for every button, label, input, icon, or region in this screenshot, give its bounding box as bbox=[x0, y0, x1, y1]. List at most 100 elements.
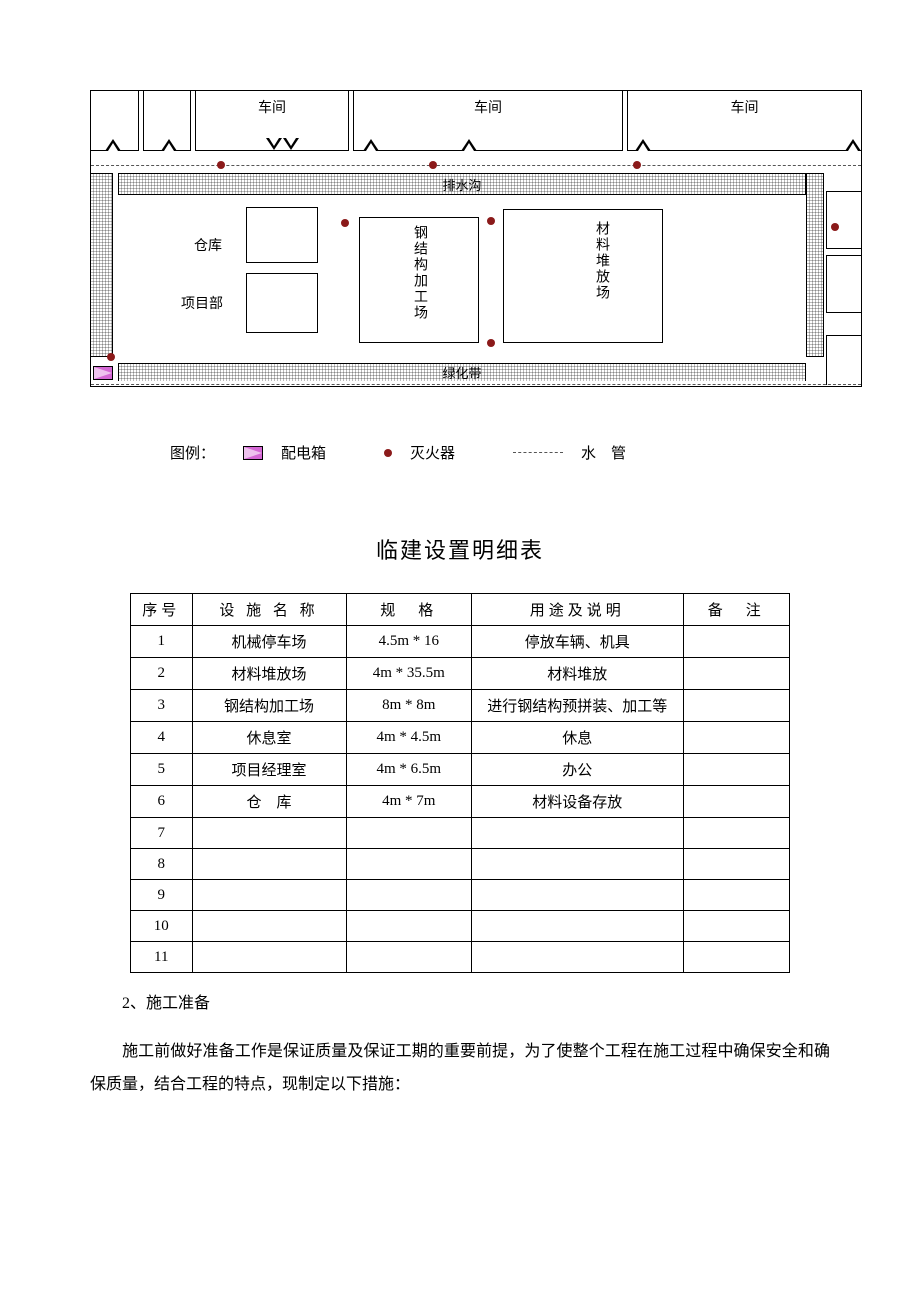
table-cell bbox=[346, 818, 472, 849]
warehouse-box bbox=[246, 207, 318, 263]
table-cell bbox=[683, 754, 789, 786]
side-box-3 bbox=[826, 335, 861, 385]
fire-extinguisher-dot bbox=[831, 223, 839, 231]
material-yard-box bbox=[503, 209, 663, 343]
side-box-1 bbox=[826, 191, 861, 249]
extinguisher-icon bbox=[384, 449, 392, 457]
workshop-box-3: 车间 bbox=[627, 91, 861, 151]
bottom-dash-line bbox=[91, 384, 861, 385]
door-mark bbox=[283, 138, 299, 150]
col-header-spec: 规 格 bbox=[346, 594, 472, 626]
table-cell bbox=[346, 911, 472, 942]
col-header-index: 序号 bbox=[131, 594, 193, 626]
table-cell: 休息室 bbox=[192, 722, 346, 754]
table-cell: 10 bbox=[131, 911, 193, 942]
table-row: 2材料堆放场4m * 35.5m材料堆放 bbox=[131, 658, 790, 690]
legend-title: 图例： bbox=[170, 442, 215, 463]
table-row: 4休息室4m * 4.5m休息 bbox=[131, 722, 790, 754]
col-header-name: 设 施 名 称 bbox=[192, 594, 346, 626]
fire-extinguisher-dot bbox=[487, 339, 495, 347]
table-cell: 6 bbox=[131, 786, 193, 818]
door-mark bbox=[635, 139, 651, 151]
legend-item-extinguisher: 灭火器 bbox=[384, 442, 455, 463]
table-cell: 项目经理室 bbox=[192, 754, 346, 786]
table-title: 临建设置明细表 bbox=[90, 533, 830, 565]
pipe-icon bbox=[513, 452, 563, 453]
table-cell bbox=[472, 849, 683, 880]
table-row: 3钢结构加工场8m * 8m进行钢结构预拼装、加工等 bbox=[131, 690, 790, 722]
table-cell: 进行钢结构预拼装、加工等 bbox=[472, 690, 683, 722]
door-mark bbox=[845, 139, 861, 151]
table-cell bbox=[683, 690, 789, 722]
legend-row: 图例： 配电箱 灭火器 水 管 bbox=[90, 387, 830, 463]
table-cell: 仓 库 bbox=[192, 786, 346, 818]
fire-extinguisher-dot bbox=[487, 217, 495, 225]
fire-extinguisher-dot bbox=[217, 161, 225, 169]
legend-label-1: 配电箱 bbox=[281, 442, 326, 463]
workshop-label-1: 车间 bbox=[258, 97, 286, 117]
powerbox-icon bbox=[243, 446, 263, 460]
hatch-block-left bbox=[91, 173, 113, 357]
workshop-label-3: 车间 bbox=[731, 97, 759, 117]
drain-channel: 排水沟 bbox=[118, 173, 806, 195]
fire-extinguisher-dot bbox=[107, 353, 115, 361]
table-cell: 材料堆放 bbox=[472, 658, 683, 690]
table-cell bbox=[683, 849, 789, 880]
table-cell: 材料设备存放 bbox=[472, 786, 683, 818]
door-mark bbox=[105, 139, 121, 151]
table-cell bbox=[683, 818, 789, 849]
table-cell: 4m * 4.5m bbox=[346, 722, 472, 754]
table-cell bbox=[683, 911, 789, 942]
table-cell bbox=[192, 942, 346, 973]
table-cell: 3 bbox=[131, 690, 193, 722]
legend-item-powerbox: 配电箱 bbox=[243, 442, 326, 463]
green-belt: 绿化带 bbox=[118, 363, 806, 381]
table-cell bbox=[683, 942, 789, 973]
col-header-note: 备 注 bbox=[683, 594, 789, 626]
table-cell: 机械停车场 bbox=[192, 626, 346, 658]
table-cell bbox=[346, 880, 472, 911]
table-cell: 材料堆放场 bbox=[192, 658, 346, 690]
legend-label-2: 灭火器 bbox=[410, 442, 455, 463]
table-cell bbox=[192, 911, 346, 942]
table-row: 10 bbox=[131, 911, 790, 942]
table-cell: 8 bbox=[131, 849, 193, 880]
warehouse-label: 仓库 bbox=[194, 235, 222, 255]
table-cell bbox=[192, 818, 346, 849]
table-cell bbox=[472, 911, 683, 942]
table-row: 6仓 库4m * 7m材料设备存放 bbox=[131, 786, 790, 818]
table-row: 9 bbox=[131, 880, 790, 911]
site-layout-diagram: 车间 车间 车间 排水沟 仓库 bbox=[90, 90, 862, 387]
table-cell: 停放车辆、机具 bbox=[472, 626, 683, 658]
workshop-box-2: 车间 bbox=[353, 91, 623, 151]
heading-text: 2、施工准备 bbox=[122, 995, 210, 1012]
steel-yard-label: 钢结构加工场 bbox=[409, 225, 429, 321]
water-pipe-line bbox=[91, 165, 861, 166]
table-cell: 2 bbox=[131, 658, 193, 690]
col-header-use: 用途及说明 bbox=[472, 594, 683, 626]
table-cell bbox=[683, 722, 789, 754]
table-header-row: 序号 设 施 名 称 规 格 用途及说明 备 注 bbox=[131, 594, 790, 626]
table-cell: 4m * 7m bbox=[346, 786, 472, 818]
table-cell bbox=[683, 880, 789, 911]
door-mark bbox=[266, 138, 282, 150]
table-cell bbox=[472, 880, 683, 911]
table-cell: 休息 bbox=[472, 722, 683, 754]
table-cell: 1 bbox=[131, 626, 193, 658]
power-box-icon bbox=[93, 366, 113, 380]
table-cell: 钢结构加工场 bbox=[192, 690, 346, 722]
table-cell bbox=[346, 849, 472, 880]
legend-item-pipe: 水 管 bbox=[513, 442, 626, 463]
table-row: 5项目经理室4m * 6.5m办公 bbox=[131, 754, 790, 786]
table-row: 1机械停车场4.5m * 16停放车辆、机具 bbox=[131, 626, 790, 658]
body-text: 施工前做好准备工作是保证质量及保证工期的重要前提，为了使整个工程在施工过程中确保… bbox=[90, 1043, 830, 1094]
drain-label: 排水沟 bbox=[442, 175, 481, 194]
door-mark bbox=[363, 139, 379, 151]
project-dept-label: 项目部 bbox=[181, 293, 223, 313]
side-box-2 bbox=[826, 255, 861, 313]
table-cell: 4 bbox=[131, 722, 193, 754]
material-yard-label: 材料堆放场 bbox=[591, 221, 611, 301]
table-cell: 9 bbox=[131, 880, 193, 911]
fire-extinguisher-dot bbox=[633, 161, 641, 169]
table-row: 11 bbox=[131, 942, 790, 973]
